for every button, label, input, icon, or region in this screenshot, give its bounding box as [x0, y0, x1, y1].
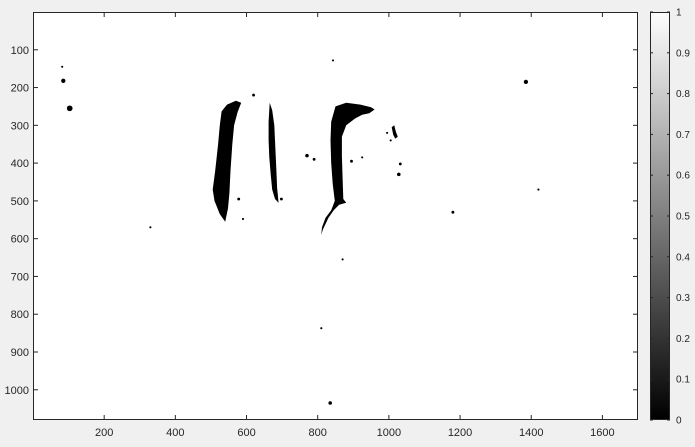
heatmap-speck: [350, 159, 353, 163]
heatmap-speck: [389, 139, 392, 142]
x-tick-label: 1000: [377, 427, 401, 439]
heatmap-speck: [341, 258, 344, 261]
colorbar-tick-label: 0.3: [676, 293, 690, 304]
heatmap-speck: [398, 162, 402, 166]
x-tick-label: 200: [95, 427, 113, 439]
heatmap-dark-regions: [61, 59, 540, 405]
x-tick-label: 600: [237, 427, 255, 439]
heatmap-speck: [61, 65, 64, 68]
heatmap-speck: [241, 217, 245, 221]
colorbar-tick-label: 0.5: [676, 212, 690, 223]
colorbar-tick-label: 0.9: [676, 48, 690, 59]
y-tick-label: 900: [11, 347, 29, 359]
heatmap-speck: [66, 105, 73, 112]
y-tick-label: 600: [11, 234, 29, 246]
heatmap-speck: [214, 186, 217, 189]
x-tick-label: 400: [166, 427, 184, 439]
colorbar-tick-label: 0.4: [676, 252, 690, 263]
y-tick-label: 500: [11, 196, 29, 208]
y-tick-label: 200: [11, 83, 29, 95]
heatmap-speck: [451, 210, 455, 214]
colorbar-tick-label: 1: [676, 8, 682, 19]
heatmap-speck: [237, 197, 241, 201]
y-tick-label: 100: [11, 45, 29, 57]
heatmap-region-left-figure-left-lock: [212, 100, 242, 222]
heatmap-region-right-figure-right-lock: [391, 125, 398, 139]
colorbar-tick-label: 0.1: [676, 375, 690, 386]
colorbar-tick-label: 0.2: [676, 334, 690, 345]
heatmap-speck: [386, 131, 389, 134]
heatmap-speck: [61, 78, 66, 83]
heatmap-speck: [397, 172, 401, 177]
heatmap-speck: [312, 157, 316, 161]
y-tick-label: 1000: [5, 385, 29, 397]
heatmap-speck: [320, 327, 323, 330]
x-tick-label: 1200: [448, 427, 472, 439]
colorbar-tick-label: 0.7: [676, 130, 690, 141]
heatmap-speck: [523, 79, 529, 85]
heatmap-region-right-figure-hair: [321, 102, 375, 235]
heatmap-region-left-figure-right-lock: [268, 102, 279, 203]
heatmap-speck: [252, 93, 256, 97]
colorbar-gradient: [650, 12, 670, 420]
heatmap-speck: [305, 153, 309, 158]
colorbar-tick-label: 0.6: [676, 171, 690, 182]
y-tick-label: 300: [11, 120, 29, 132]
main-axes: 200 400 600 800 1000 1200 1400 1600 100 200 300 400…: [5, 12, 638, 439]
colorbar-tick-label: 0: [676, 416, 682, 427]
colorbar-tick-label: 0.8: [676, 89, 690, 100]
colorbar: 0 0.1 0.2 0.3 0.4 0.5 0.6 0.7 0.8 0.9 1: [650, 8, 690, 427]
heatmap-speck: [537, 188, 540, 191]
y-tick-label: 700: [11, 271, 29, 283]
x-tick-label: 800: [309, 427, 327, 439]
axes-box: [33, 12, 638, 420]
heatmap-speck: [279, 197, 283, 201]
heatmap-image: [33, 12, 638, 420]
heatmap-speck: [331, 59, 335, 62]
y-tick-label: 800: [11, 309, 29, 321]
x-tick-label: 1400: [519, 427, 543, 439]
heatmap-speck: [328, 401, 332, 405]
heatmap-speck: [361, 156, 364, 159]
y-tick-label: 400: [11, 158, 29, 170]
heatmap-speck: [149, 226, 152, 229]
x-tick-label: 1600: [590, 427, 614, 439]
